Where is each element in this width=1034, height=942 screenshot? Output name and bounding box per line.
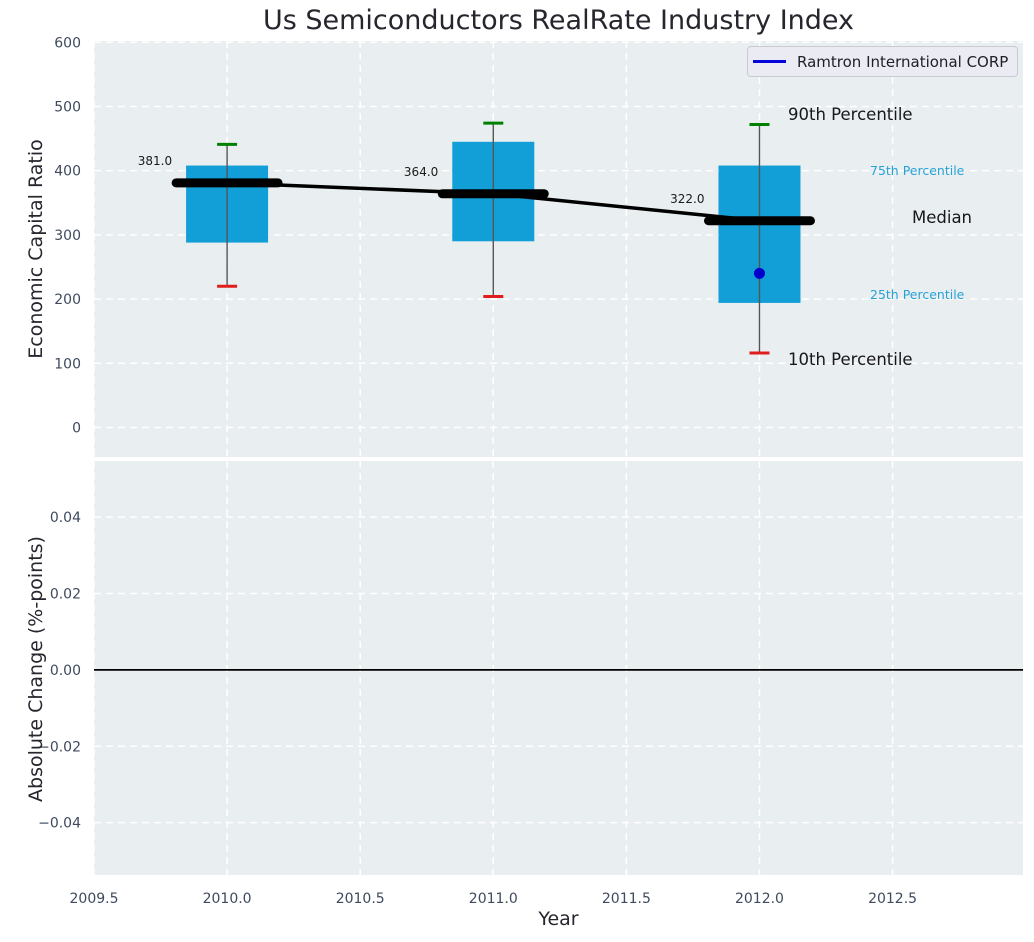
y-tick-top-100: 100 (54, 356, 81, 372)
y-axis-label-bottom: Absolute Change (%-points) (25, 536, 47, 802)
y-tick-top-200: 200 (54, 292, 81, 308)
y-axis-label-top: Economic Capital Ratio (25, 139, 47, 359)
annotation-90th-percentile: 90th Percentile (788, 105, 913, 124)
x-axis-label: Year (538, 908, 579, 930)
top-axes-background (94, 41, 1023, 457)
x-tick-2009.5: 2009.5 (70, 891, 119, 907)
bottom-axes-background (94, 461, 1023, 875)
y-tick-top-0: 0 (72, 420, 81, 436)
annotation-25th-percentile: 25th Percentile (870, 287, 965, 302)
y-tick-bottom-−0.02: −0.02 (38, 739, 81, 755)
y-tick-bottom-−0.04: −0.04 (38, 816, 81, 832)
y-tick-top-300: 300 (54, 228, 81, 244)
y-tick-bottom-0.04: 0.04 (50, 510, 81, 526)
legend: Ramtron International CORP (747, 46, 1018, 77)
y-tick-top-600: 600 (54, 35, 81, 51)
y-tick-bottom-0.00: 0.00 (50, 663, 81, 679)
legend-label: Ramtron International CORP (797, 52, 1009, 71)
chart-title: Us Semiconductors RealRate Industry Inde… (262, 5, 855, 36)
median-value-label-2010: 381.0 (138, 154, 172, 168)
y-tick-bottom-0.02: 0.02 (50, 587, 81, 603)
x-tick-2012.5: 2012.5 (868, 891, 917, 907)
x-tick-2012.0: 2012.0 (735, 891, 784, 907)
company-point (753, 267, 765, 279)
legend-line-swatch (753, 60, 786, 63)
annotation-75th-percentile: 75th Percentile (870, 163, 965, 178)
x-tick-2010.0: 2010.0 (203, 891, 252, 907)
x-tick-2011.5: 2011.5 (602, 891, 651, 907)
median-value-label-2012: 322.0 (670, 192, 704, 206)
y-tick-top-400: 400 (54, 164, 81, 180)
median-value-label-2011: 364.0 (404, 165, 438, 179)
x-tick-2011.0: 2011.0 (469, 891, 518, 907)
y-tick-top-500: 500 (54, 99, 81, 115)
annotation-median: Median (912, 208, 973, 227)
annotation-10th-percentile: 10th Percentile (788, 350, 913, 369)
x-tick-2010.5: 2010.5 (336, 891, 385, 907)
